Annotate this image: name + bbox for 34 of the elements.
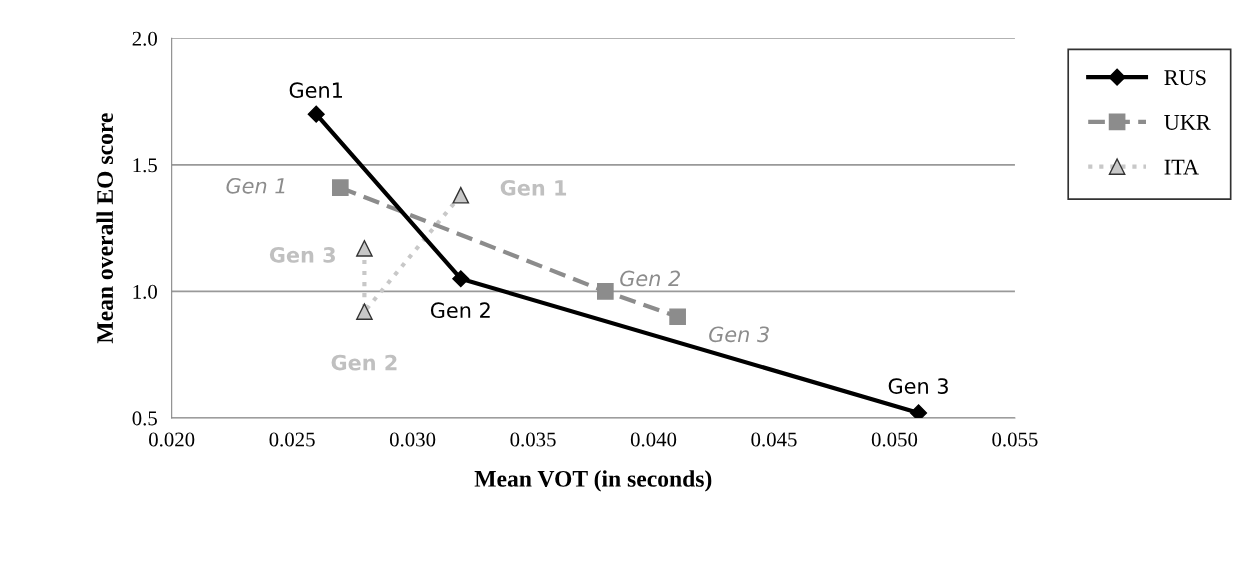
point — [307, 105, 325, 123]
annotation: Gen1 — [289, 82, 343, 99]
point — [452, 186, 470, 204]
annotation: Gen 1 — [500, 179, 567, 196]
legend-label: UKR — [1164, 115, 1211, 130]
point — [669, 308, 686, 326]
x-tick-label: 0.030 — [389, 432, 436, 447]
point — [597, 283, 614, 300]
x-tick-label: 0.025 — [269, 432, 315, 447]
point — [356, 240, 373, 257]
annotation: Gen 2 — [331, 354, 397, 371]
annotation: Gen 2 — [620, 270, 680, 287]
y-tick-label: 1.0 — [133, 284, 157, 299]
x-tick-label: 0.050 — [871, 432, 918, 447]
x-tick-label: 0.055 — [992, 432, 1038, 447]
x-tick-label: 0.020 — [149, 432, 195, 447]
annotation: Gen 2 — [430, 302, 490, 319]
annotation: Gen 3 — [269, 246, 335, 263]
x-tick-label: 0.040 — [630, 432, 677, 447]
x-axis-title: Mean VOT (in seconds) — [474, 470, 712, 492]
legend-label: RUS — [1164, 70, 1206, 86]
y-tick-label: 2.0 — [132, 31, 157, 46]
annotation: Gen 3 — [709, 326, 769, 343]
point — [356, 303, 373, 320]
point — [452, 270, 470, 288]
x-tick-label: 0.045 — [751, 432, 797, 447]
y-tick-label: 1.5 — [133, 158, 157, 173]
legend-label: ITA — [1164, 159, 1199, 175]
y-tick-label: 0.5 — [132, 411, 157, 426]
y-axis-title: Mean overall EO score — [96, 113, 114, 344]
annotation: Gen 3 — [888, 378, 948, 394]
x-tick-label: 0.035 — [510, 432, 556, 447]
point — [331, 179, 349, 196]
annotation: Gen 1 — [226, 177, 285, 194]
